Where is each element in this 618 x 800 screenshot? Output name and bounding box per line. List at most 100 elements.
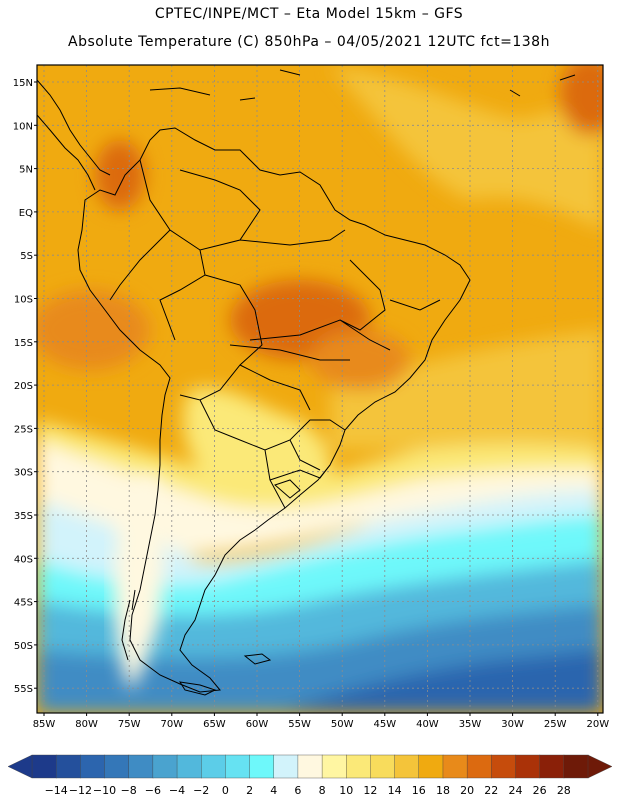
- colorbar-label: 0: [222, 784, 229, 797]
- colorbar-segment: [104, 754, 130, 779]
- colorbar-segment: [55, 754, 81, 779]
- colorbar-segment: [466, 754, 492, 779]
- map-frame: [36, 64, 604, 714]
- colorbar-labels: −14 −12 −10 −8 −6 −4 −2 0 2 4 6 8 10 12 14 16 18 20 22 24 26…: [45, 784, 571, 797]
- lon-label: 50W: [331, 719, 354, 730]
- colorbar-label: −6: [145, 784, 161, 797]
- lat-label: EQ: [19, 208, 33, 219]
- colorbar-label: 4: [270, 784, 277, 797]
- lat-label: 5N: [19, 165, 33, 176]
- colorbar-label: −14: [45, 784, 68, 797]
- lat-label: 20S: [14, 381, 33, 392]
- colorbar-segment: [249, 754, 275, 779]
- field-warm-core-pacific: [37, 290, 150, 370]
- field-hot-core-andes: [95, 140, 145, 210]
- colorbar-right-arrow: [587, 754, 613, 779]
- lat-label: 5S: [20, 251, 33, 262]
- colorbar-segment: [128, 754, 154, 779]
- colorbar-segment: [273, 754, 299, 779]
- temperature-field: [37, 65, 603, 713]
- colorbar-segment: [491, 754, 516, 779]
- grid-lines: [37, 65, 603, 713]
- lat-label: 50S: [14, 641, 33, 652]
- lon-label: 25W: [544, 719, 567, 730]
- colorbar-segment: [394, 754, 420, 779]
- colorbar-left-arrow: [7, 754, 33, 779]
- lat-label: 15S: [14, 338, 33, 349]
- colorbar-segment: [225, 754, 251, 779]
- field-dark-blue: [280, 650, 603, 713]
- lon-label: 70W: [160, 719, 183, 730]
- lat-label: 25S: [14, 424, 33, 435]
- lat-label: 55S: [14, 684, 33, 695]
- central-america-pacific-coastline: [37, 114, 96, 191]
- lon-label: 65W: [203, 719, 226, 730]
- lat-label: 15N: [13, 78, 33, 89]
- lon-label: 85W: [33, 719, 56, 730]
- lat-label: 35S: [14, 511, 33, 522]
- lon-label: 75W: [118, 719, 141, 730]
- lat-label: 10S: [14, 295, 33, 306]
- field-yellow-south-atlantic: [330, 330, 603, 450]
- colorbar-label: 2: [246, 784, 253, 797]
- south-america-coastline: [77, 127, 471, 693]
- lon-label: 60W: [246, 719, 269, 730]
- colorbar-label: −8: [121, 784, 137, 797]
- colorbar-segment: [31, 754, 57, 779]
- lat-label: 40S: [14, 554, 33, 565]
- colorbar-label: 6: [294, 784, 301, 797]
- colorbar-label: 14: [388, 784, 402, 797]
- caribbean-islands: [149, 69, 576, 101]
- title-line-1: CPTEC/INPE/MCT – Eta Model 15km – GFS: [154, 6, 464, 22]
- chile-archipelago: [121, 589, 136, 661]
- field-pale-cyan: [37, 490, 603, 600]
- colorbar-label: −4: [169, 784, 185, 797]
- lon-label: 35W: [459, 719, 482, 730]
- colorbar-label: 10: [339, 784, 353, 797]
- colorbar-label: 26: [533, 784, 547, 797]
- colorbar-segment: [297, 754, 323, 779]
- colorbar-label: −10: [93, 784, 116, 797]
- colorbar-segment: [321, 754, 347, 779]
- lat-label: 30S: [14, 468, 33, 479]
- colorbar-label: 20: [460, 784, 474, 797]
- lon-label: 45W: [373, 719, 396, 730]
- field-cream: [37, 440, 603, 555]
- colorbar-label: 22: [484, 784, 498, 797]
- colorbar-segment: [539, 754, 565, 779]
- colorbar-segment: [515, 754, 541, 779]
- country-borders: [109, 159, 441, 509]
- colorbar-label: 12: [363, 784, 377, 797]
- lon-label: 40W: [416, 719, 439, 730]
- colorbar-segment: [152, 754, 178, 779]
- colorbar: [7, 754, 613, 779]
- lat-label: 45S: [14, 598, 33, 609]
- rio-de-la-plata: [274, 479, 301, 499]
- longitude-labels: 85W 80W 75W 70W 65W 60W 55W 50W 45W 40W 35W 30W 25W 2…: [33, 713, 609, 730]
- falkland-islands: [243, 653, 272, 665]
- colorbar-segment: [418, 754, 444, 779]
- latitude-labels: 15N 10N 5N EQ 5S 10S 15S 20S 25S 30S 35S 40S 45S 50S 5…: [13, 78, 37, 695]
- colorbar-label: 16: [412, 784, 426, 797]
- colorbar-segment: [346, 754, 371, 779]
- colorbar-segment: [442, 754, 468, 779]
- field-yellow-north-atlantic: [330, 65, 603, 230]
- field-andes-south-tongue: [114, 470, 165, 690]
- colorbar-label: 28: [557, 784, 571, 797]
- colorbar-label: −2: [193, 784, 209, 797]
- colorbar-label: 8: [319, 784, 326, 797]
- title-line-2: Absolute Temperature (C) 850hPa – 04/05/…: [68, 34, 550, 50]
- lon-label: 80W: [75, 719, 98, 730]
- colorbar-label: −12: [69, 784, 92, 797]
- field-hot-core-nw-atlantic: [560, 65, 603, 135]
- lon-label: 55W: [288, 719, 311, 730]
- lon-label: 30W: [501, 719, 524, 730]
- central-america-coastline: [37, 79, 111, 176]
- lat-label: 10N: [13, 121, 33, 132]
- coastlines: [37, 69, 576, 696]
- colorbar-label: 18: [436, 784, 450, 797]
- lon-label: 20W: [586, 719, 609, 730]
- colorbar-segment: [201, 754, 226, 779]
- tierra-del-fuego: [179, 681, 217, 696]
